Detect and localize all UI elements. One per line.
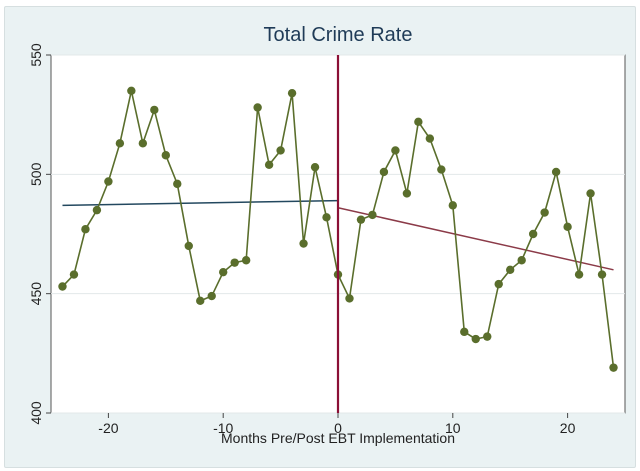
data-point: [506, 265, 515, 274]
trend-lines: [62, 199, 614, 271]
data-point: [310, 162, 320, 172]
data-series: [58, 86, 618, 372]
x-tick-label: 0: [334, 420, 342, 436]
data-point: [276, 146, 285, 155]
data-point: [574, 270, 584, 279]
data-point: [241, 256, 251, 265]
x-tick-label: -10: [213, 420, 233, 436]
data-point: [540, 208, 549, 217]
trend-line: [62, 199, 339, 207]
data-point: [609, 363, 618, 372]
y-tick-label: 500: [28, 162, 44, 186]
crime-rate-chart: Total Crime Rate 400 450 500 550 -20 -10 0 10 20…: [28, 24, 626, 446]
data-point: [356, 215, 366, 224]
data-point: [138, 139, 148, 148]
data-point: [196, 296, 205, 306]
data-point: [299, 239, 308, 248]
axes: 400 450 500 550 -20 -10 0 10 20: [28, 43, 576, 436]
data-point: [219, 267, 228, 277]
data-point: [58, 282, 67, 291]
data-point: [184, 241, 193, 251]
data-point: [437, 165, 446, 174]
data-point: [264, 160, 274, 169]
data-point: [207, 291, 216, 301]
data-point: [391, 146, 400, 155]
data-point: [483, 332, 492, 341]
data-point: [230, 258, 239, 267]
data-point: [563, 222, 572, 232]
data-point: [253, 103, 262, 112]
data-point: [161, 151, 170, 160]
data-point: [494, 279, 503, 289]
x-tick-label: -20: [98, 420, 118, 436]
data-point: [92, 205, 102, 215]
trend-line: [337, 207, 614, 271]
data-point: [460, 327, 469, 337]
x-axis-label: Months Pre/Post EBT Implementation: [221, 430, 455, 446]
data-point: [345, 294, 354, 303]
data-point: [368, 210, 377, 220]
data-point: [414, 117, 423, 127]
data-point: [115, 139, 125, 148]
data-point: [150, 105, 159, 115]
data-point: [127, 86, 136, 96]
y-tick-label: 550: [28, 43, 44, 67]
data-point: [69, 270, 79, 279]
x-tick-label: 20: [560, 420, 576, 436]
data-point: [597, 270, 607, 279]
x-tick-label: 10: [445, 420, 461, 436]
data-point: [287, 88, 297, 98]
data-point: [322, 213, 331, 222]
data-point: [448, 201, 457, 210]
chart-frame: Total Crime Rate 400 450 500 550 -20 -10 0 10 20…: [4, 6, 636, 468]
data-point: [173, 179, 182, 189]
y-tick-label: 400: [28, 401, 44, 425]
data-point: [586, 189, 595, 198]
data-point: [104, 177, 113, 186]
data-point: [81, 225, 90, 234]
data-point: [471, 334, 480, 344]
y-tick-label: 450: [28, 282, 44, 306]
data-point: [528, 229, 538, 239]
chart-title: Total Crime Rate: [264, 24, 413, 46]
data-point: [425, 134, 435, 143]
data-point: [379, 167, 389, 177]
data-point: [551, 167, 561, 177]
data-point: [517, 256, 526, 265]
data-point: [402, 189, 412, 198]
